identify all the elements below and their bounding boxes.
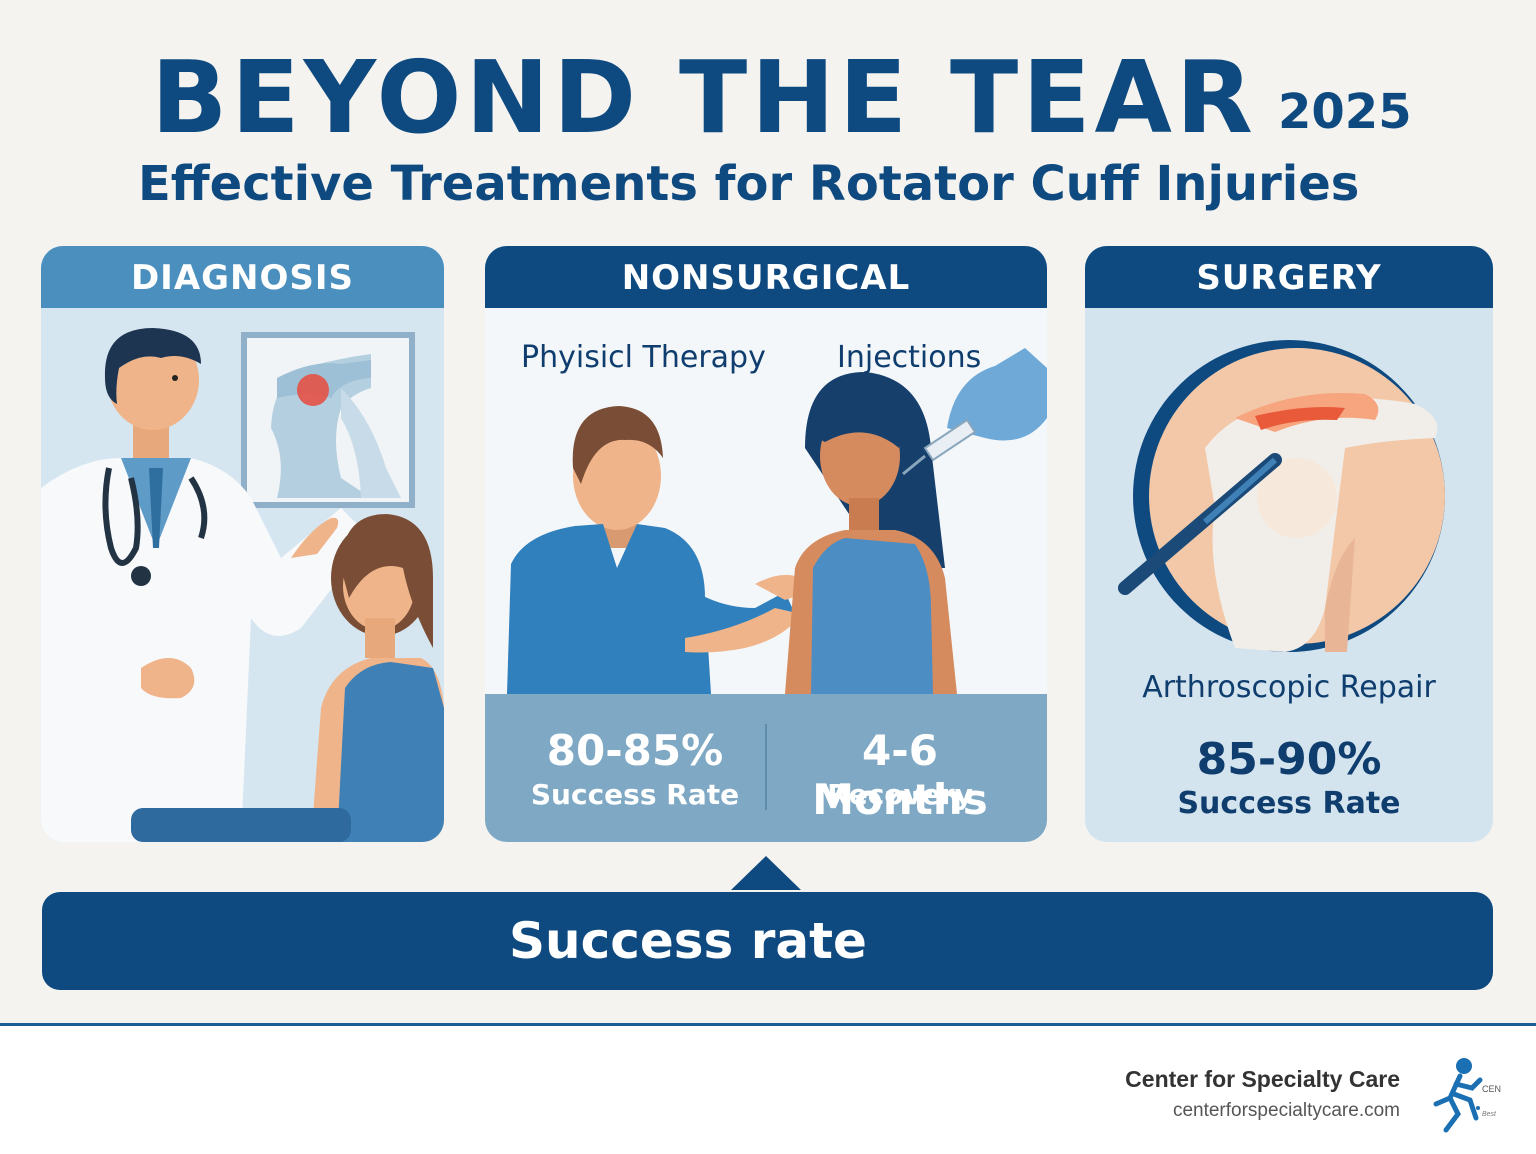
- footer-divider: [0, 1023, 1536, 1026]
- organization-name: Center for Specialty Care: [1125, 1066, 1400, 1092]
- nonsurgical-stats: 80-85% Success Rate 4-6 Months Recovery: [485, 694, 1047, 842]
- page-subtitle: Effective Treatments for Rotator Cuff In…: [138, 156, 1360, 212]
- doctor-patient-illustration: [41, 308, 444, 842]
- arthroscopic-repair-label: Arthroscopic Repair: [1142, 670, 1436, 705]
- therapy-injection-illustration: [485, 308, 1047, 694]
- organization-url[interactable]: centerforspecialtycare.com: [1172, 1100, 1400, 1121]
- nonsurgical-panel: NONSURGICAL TREATMENTS Phyisicl Therapy …: [485, 246, 1047, 842]
- nonsurgical-panel-title: NONSURGICAL TREATMENTS: [485, 246, 1047, 362]
- page-title: BEYOND THE TEAR: [151, 39, 1257, 156]
- surgery-panel: SURGERY Arthroscopic Repair 85-90% Succe…: [1085, 246, 1493, 842]
- runner-logo-icon: CEN Best: [1433, 1058, 1501, 1133]
- recovery-label: Recovery: [827, 778, 973, 811]
- surgery-success-value: 85-90%: [1196, 734, 1382, 785]
- shoulder-arthroscopy-illustration: [1118, 340, 1445, 652]
- diagnosis-panel: DIAGNOSIS: [41, 246, 444, 842]
- logo-tagline: Best: [1482, 1111, 1497, 1118]
- year-label: 2025: [1278, 84, 1412, 140]
- stats-divider: [765, 724, 767, 810]
- physical-therapy-label: Phyisicl Therapy: [521, 340, 766, 375]
- diagnosis-panel-title: DIAGNOSIS: [41, 246, 444, 308]
- surgery-success-label: Success Rate: [1177, 786, 1401, 821]
- surgery-panel-title: SURGERY: [1085, 246, 1493, 308]
- recovery-value: 4-6 Months: [812, 726, 988, 824]
- success-rate-bar: Success rate: [42, 892, 1493, 990]
- success-rate-value: 80-85%: [546, 726, 724, 775]
- success-rate-label: Success Rate: [530, 778, 740, 811]
- injections-label: Injections: [837, 340, 982, 375]
- logo-text: CEN: [1482, 1084, 1501, 1094]
- footer: Center for Specialty Care centerforspeci…: [0, 1026, 1536, 1154]
- up-arrow-icon: [731, 856, 801, 890]
- success-rate-bar-label: Success rate: [509, 912, 867, 970]
